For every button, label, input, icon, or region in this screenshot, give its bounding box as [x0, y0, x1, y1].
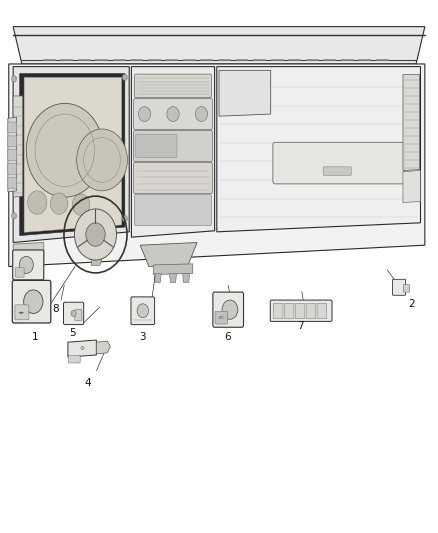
FancyBboxPatch shape	[13, 250, 44, 280]
Text: ◄►: ◄►	[18, 310, 26, 315]
FancyBboxPatch shape	[273, 142, 404, 184]
FancyBboxPatch shape	[270, 300, 332, 321]
Text: 7: 7	[297, 321, 304, 331]
Text: 4: 4	[84, 378, 91, 387]
FancyBboxPatch shape	[134, 74, 212, 98]
FancyBboxPatch shape	[8, 136, 17, 147]
Circle shape	[137, 304, 148, 318]
FancyBboxPatch shape	[8, 177, 17, 188]
Circle shape	[50, 193, 68, 214]
Circle shape	[11, 213, 17, 219]
Polygon shape	[9, 64, 425, 266]
FancyBboxPatch shape	[295, 303, 305, 319]
FancyBboxPatch shape	[64, 302, 84, 325]
Circle shape	[74, 209, 117, 260]
FancyBboxPatch shape	[134, 131, 212, 161]
FancyBboxPatch shape	[273, 303, 283, 319]
Text: ETC: ETC	[218, 316, 225, 320]
Circle shape	[122, 215, 127, 222]
FancyBboxPatch shape	[136, 134, 177, 158]
Circle shape	[11, 76, 17, 82]
Circle shape	[72, 194, 90, 215]
FancyBboxPatch shape	[8, 164, 17, 174]
FancyBboxPatch shape	[15, 305, 29, 320]
Circle shape	[195, 107, 208, 122]
Polygon shape	[170, 273, 177, 282]
Text: 3: 3	[139, 332, 146, 342]
FancyBboxPatch shape	[12, 280, 51, 323]
Circle shape	[86, 223, 105, 246]
Polygon shape	[13, 96, 23, 197]
Polygon shape	[8, 117, 17, 192]
Text: ⚙: ⚙	[79, 346, 84, 351]
Text: 8: 8	[52, 304, 59, 314]
Text: 2: 2	[408, 299, 415, 309]
FancyBboxPatch shape	[134, 163, 212, 193]
Polygon shape	[68, 340, 96, 357]
Circle shape	[71, 310, 76, 317]
FancyBboxPatch shape	[131, 297, 155, 325]
FancyBboxPatch shape	[392, 279, 406, 295]
Circle shape	[122, 74, 127, 80]
Polygon shape	[154, 273, 161, 282]
FancyBboxPatch shape	[403, 285, 410, 292]
FancyBboxPatch shape	[215, 311, 228, 324]
Polygon shape	[91, 256, 103, 265]
Text: 1: 1	[32, 332, 39, 342]
Polygon shape	[140, 243, 197, 266]
Polygon shape	[20, 74, 125, 236]
Polygon shape	[13, 67, 129, 243]
FancyBboxPatch shape	[134, 195, 212, 225]
Polygon shape	[183, 273, 190, 282]
Text: 5: 5	[69, 328, 76, 338]
Polygon shape	[13, 27, 425, 64]
Polygon shape	[13, 243, 44, 266]
Polygon shape	[403, 171, 420, 203]
FancyBboxPatch shape	[8, 122, 17, 133]
FancyBboxPatch shape	[75, 310, 82, 320]
Circle shape	[24, 290, 43, 313]
FancyBboxPatch shape	[317, 303, 327, 319]
Circle shape	[26, 103, 103, 197]
Polygon shape	[131, 67, 215, 237]
FancyBboxPatch shape	[213, 292, 244, 327]
Polygon shape	[219, 70, 271, 116]
Circle shape	[138, 107, 151, 122]
Circle shape	[222, 300, 238, 319]
Polygon shape	[403, 75, 420, 171]
Polygon shape	[24, 77, 122, 232]
FancyBboxPatch shape	[68, 356, 80, 363]
FancyBboxPatch shape	[306, 303, 316, 319]
Polygon shape	[153, 264, 193, 274]
Circle shape	[19, 256, 33, 273]
Polygon shape	[217, 67, 420, 232]
Circle shape	[28, 191, 47, 214]
FancyBboxPatch shape	[284, 303, 294, 319]
Circle shape	[167, 107, 179, 122]
FancyBboxPatch shape	[323, 167, 351, 175]
FancyBboxPatch shape	[134, 99, 212, 130]
FancyBboxPatch shape	[8, 150, 17, 160]
Text: 6: 6	[224, 332, 231, 342]
Polygon shape	[96, 341, 110, 354]
FancyBboxPatch shape	[15, 268, 24, 277]
Circle shape	[77, 129, 127, 191]
